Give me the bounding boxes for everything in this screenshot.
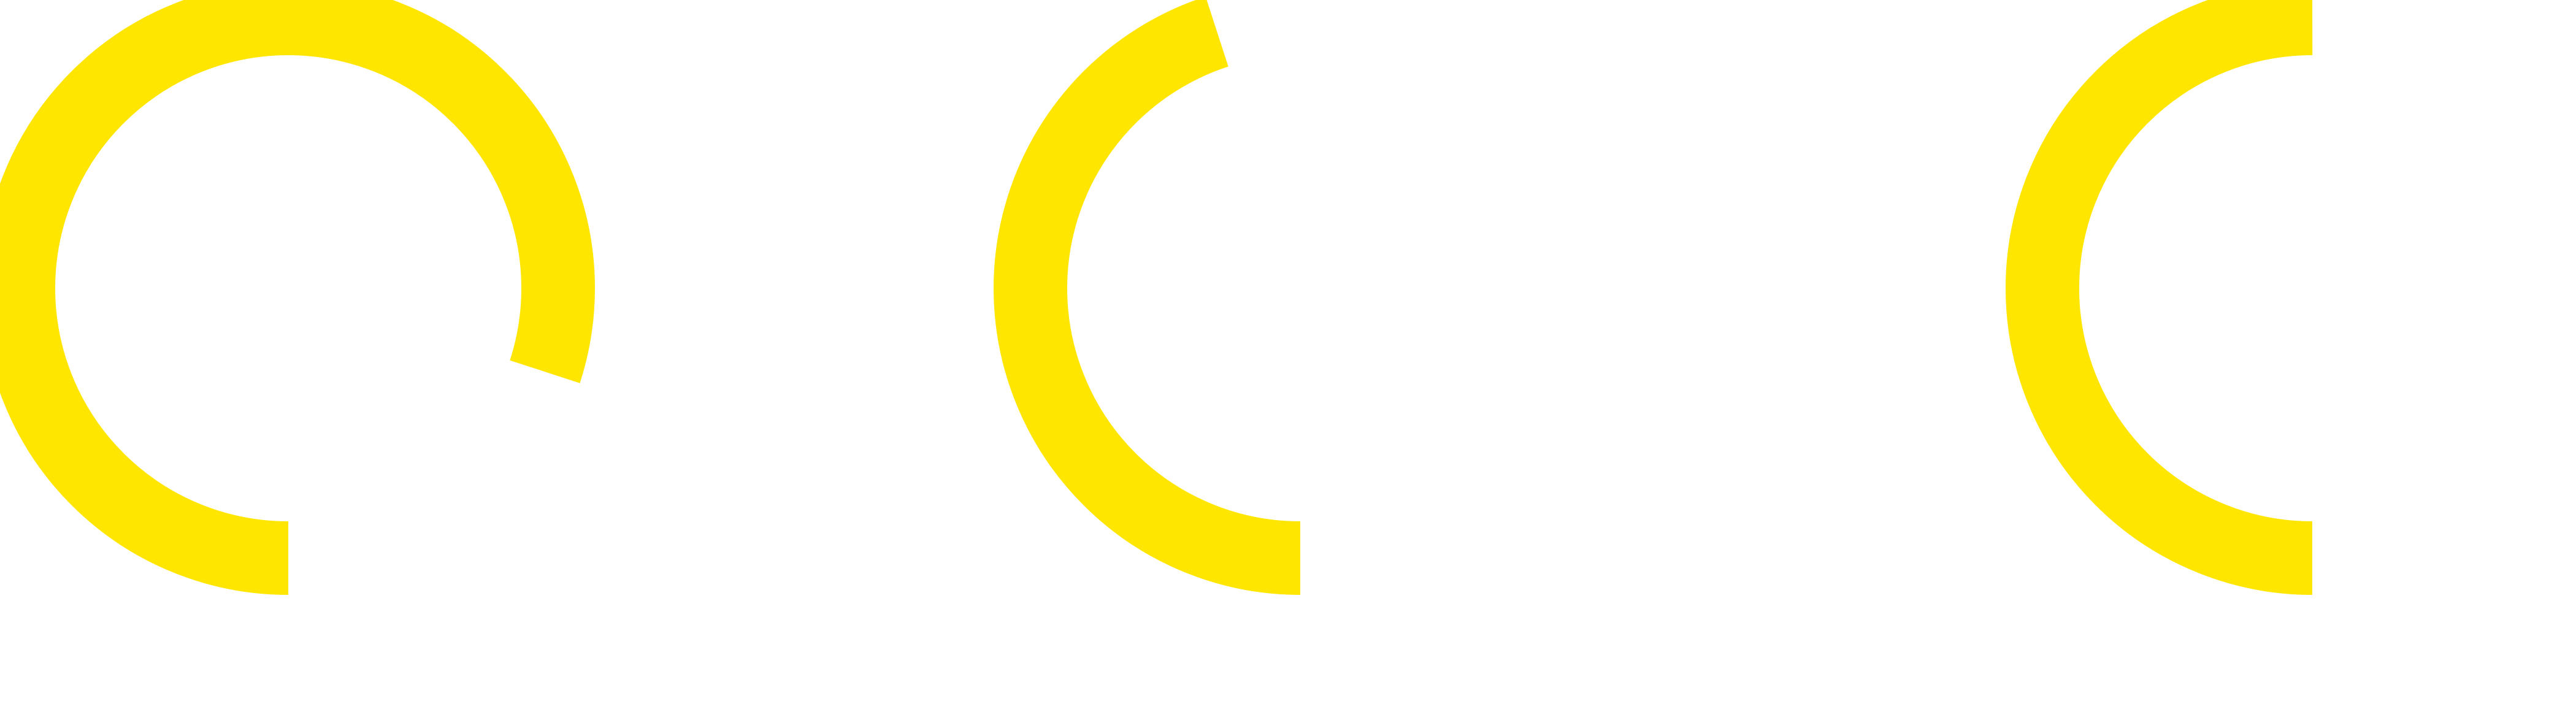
progress-ring-3-arc — [2006, 0, 2576, 595]
progress-ring-1 — [0, 0, 595, 595]
progress-ring-2 — [994, 0, 1607, 595]
progress-ring-3 — [2006, 0, 2576, 595]
progress-ring-1-arc — [0, 0, 595, 595]
progress-ring-2-arc — [994, 0, 1607, 595]
